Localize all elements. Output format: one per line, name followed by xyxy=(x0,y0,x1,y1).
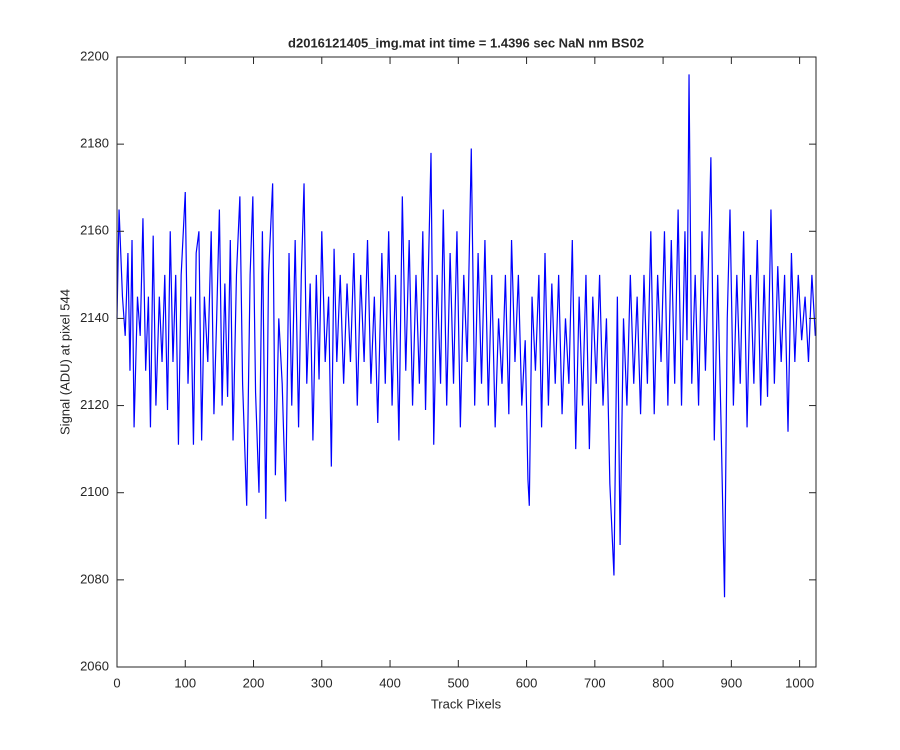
x-tick-label: 700 xyxy=(584,675,606,690)
x-tick-label: 100 xyxy=(174,675,196,690)
y-tick-label: 2200 xyxy=(80,48,109,63)
x-tick-label: 200 xyxy=(243,675,265,690)
x-tick-label: 300 xyxy=(311,675,333,690)
y-tick-label: 2120 xyxy=(80,397,109,412)
chart-title: d2016121405_img.mat int time = 1.4396 se… xyxy=(288,35,644,50)
x-tick-label: 0 xyxy=(113,675,120,690)
x-tick-label: 1000 xyxy=(785,675,814,690)
y-tick-label: 2180 xyxy=(80,136,109,151)
y-tick-label: 2080 xyxy=(80,571,109,586)
y-tick-label: 2060 xyxy=(80,658,109,673)
x-tick-label: 900 xyxy=(721,675,743,690)
y-axis-label: Signal (ADU) at pixel 544 xyxy=(57,289,72,435)
x-tick-label: 600 xyxy=(516,675,538,690)
x-tick-label: 800 xyxy=(652,675,674,690)
y-tick-label: 2140 xyxy=(80,310,109,325)
data-line xyxy=(116,74,816,598)
x-tick-label: 500 xyxy=(447,675,469,690)
x-tick-label: 400 xyxy=(379,675,401,690)
axes-box xyxy=(116,56,817,668)
y-tick-label: 2100 xyxy=(80,484,109,499)
y-tick-label: 2160 xyxy=(80,223,109,238)
x-axis-label: Track Pixels xyxy=(431,696,502,711)
